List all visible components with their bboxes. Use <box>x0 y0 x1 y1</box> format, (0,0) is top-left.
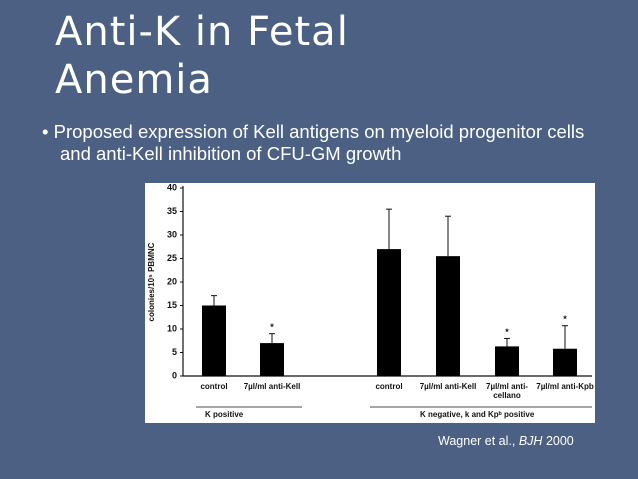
bar <box>260 343 284 376</box>
x-tick-label: control <box>200 382 228 391</box>
x-tick-label: 7µl/ml anti-Kpb <box>536 382 594 391</box>
slide-title: Anti-K in Fetal Anemia <box>55 9 349 103</box>
citation-authors: Wagner et al., <box>438 434 516 448</box>
x-tick-label: control <box>375 382 403 391</box>
x-tick-label: 7µl/ml anti-cellano <box>486 382 528 400</box>
bar <box>495 346 519 376</box>
x-tick-label: 7µl/ml anti-Kell <box>419 382 477 391</box>
y-tick-label: 25 <box>167 253 177 263</box>
bar <box>553 348 577 376</box>
citation-journal: BJH <box>518 434 543 448</box>
bar <box>377 249 401 376</box>
chart-background <box>145 183 595 423</box>
y-tick-label: 40 <box>167 182 177 192</box>
bar <box>202 305 226 376</box>
y-tick-label: 20 <box>167 276 177 286</box>
group-label: K positive <box>205 410 244 419</box>
citation: Wagner et al., BJH 2000 <box>438 434 574 448</box>
citation-year: 2000 <box>545 434 574 448</box>
y-tick-label: 35 <box>167 206 177 216</box>
significance-marker: * <box>270 322 274 332</box>
y-tick-label: 15 <box>167 300 177 310</box>
bullet-text: Proposed expression of Kell antigens on … <box>53 121 585 164</box>
bullet: • Proposed expression of Kell antigens o… <box>42 121 585 164</box>
group-label: K negative, k and Kpᵇ positive <box>420 410 535 419</box>
y-tick-label: 0 <box>172 370 177 380</box>
y-axis-label: colonies/10⁵ PBMNC <box>147 242 156 321</box>
y-tick-label: 30 <box>167 229 177 239</box>
bar <box>436 256 460 376</box>
significance-marker: * <box>563 314 567 324</box>
x-tick-label: 7µl/ml anti-Kell <box>243 382 301 391</box>
y-tick-label: 5 <box>172 347 177 357</box>
y-tick-label: 10 <box>167 323 177 333</box>
significance-marker: * <box>505 327 509 337</box>
